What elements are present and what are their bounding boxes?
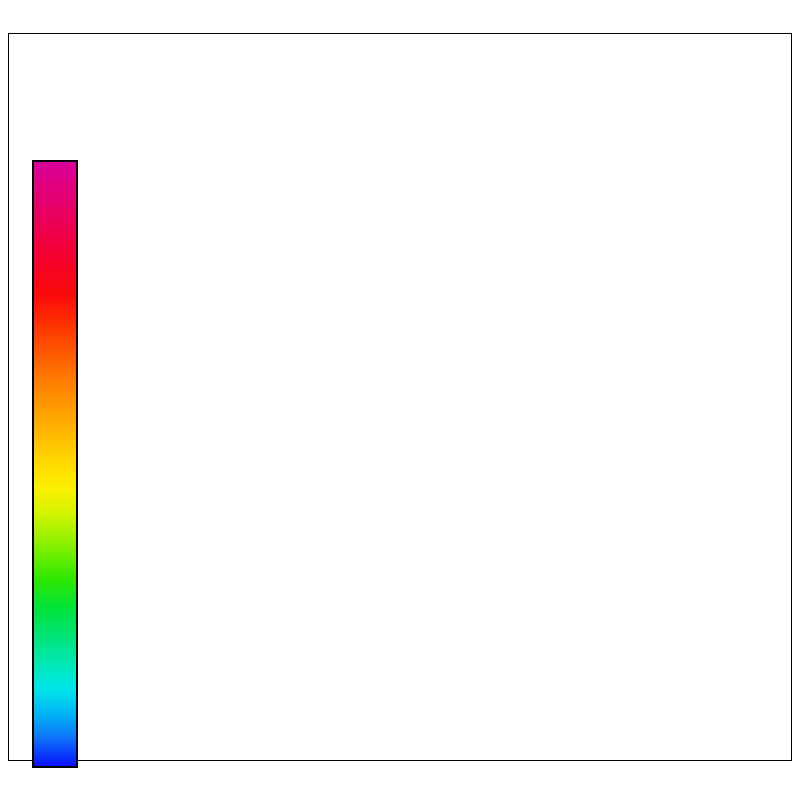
map-plot-area[interactable] [8,33,792,761]
colorbar[interactable] [32,160,78,768]
wind-speed-field [8,33,792,761]
colorbar-gradient [32,160,78,768]
coordinate-labels [8,33,792,761]
